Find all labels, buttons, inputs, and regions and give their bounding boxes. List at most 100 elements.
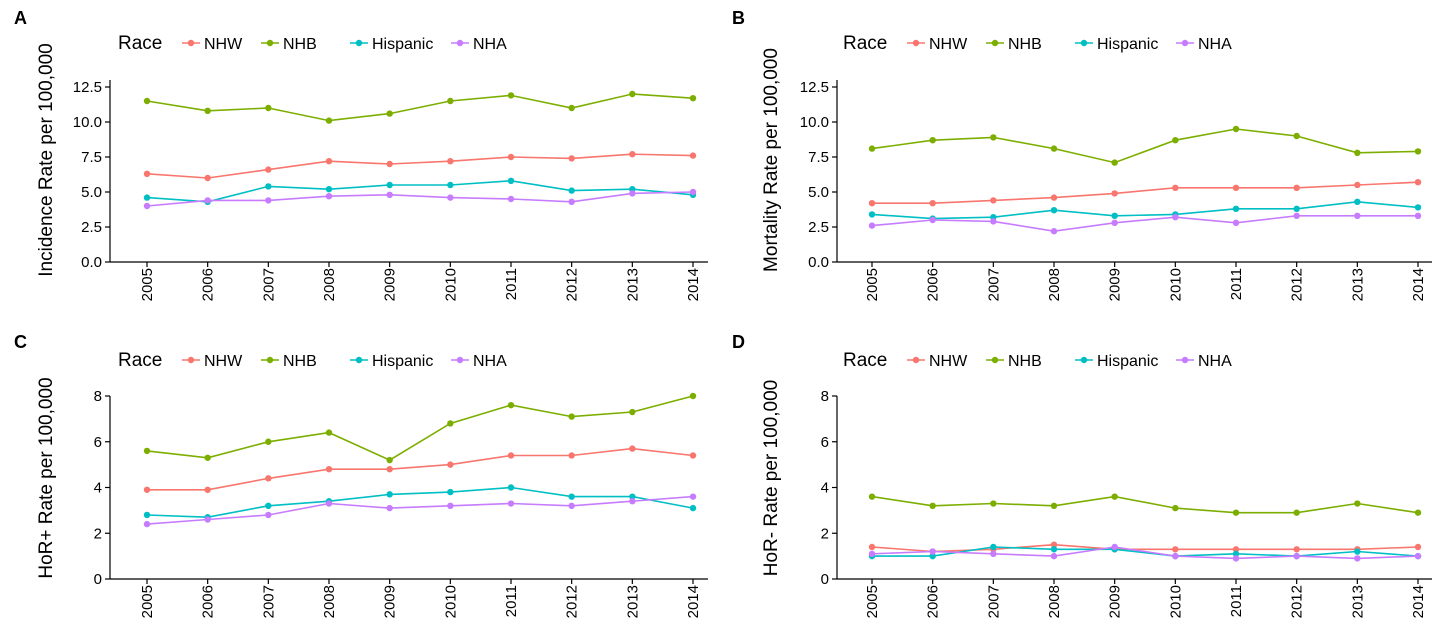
data-point: [929, 200, 936, 207]
data-point: [1232, 509, 1240, 516]
legend-item-nha: NHA: [451, 353, 507, 370]
data-point: [1414, 148, 1422, 155]
legend-key-point: [1080, 356, 1088, 364]
legend-key-point: [1080, 39, 1088, 47]
data-point: [265, 475, 272, 482]
data-point: [204, 516, 211, 523]
x-tick-label: 2013: [1349, 268, 1366, 301]
data-point: [1414, 179, 1422, 186]
y-tick-label: 10.0: [800, 114, 829, 131]
x-tick-label: 2013: [624, 268, 641, 301]
data-point: [325, 193, 333, 200]
data-point: [1232, 125, 1240, 133]
data-point: [568, 413, 575, 420]
data-point: [629, 493, 636, 500]
legend-item-nhb: NHB: [261, 36, 317, 53]
data-point: [1172, 546, 1179, 553]
data-point: [868, 211, 876, 218]
data-point: [1050, 502, 1058, 509]
data-point: [447, 488, 454, 496]
y-tick-label: 6: [94, 434, 102, 451]
data-point: [143, 170, 151, 177]
panel-letter: B: [732, 8, 745, 28]
x-tick-label: 2009: [382, 268, 399, 301]
data-point: [629, 90, 636, 98]
series-line: [871, 543, 1419, 553]
data-point: [1354, 149, 1361, 156]
data-point: [386, 181, 393, 189]
legend-label: NHA: [1198, 36, 1232, 53]
panel-c: C Race NHW NHB Hispanic NHA 0 2 4 6 8 2005 2006 2007 2…: [14, 332, 708, 618]
legend-item-hispanic: Hispanic: [350, 36, 433, 53]
legend-label: NHB: [1008, 36, 1042, 53]
y-tick-label: 0: [821, 571, 829, 588]
x-tick-label: 2007: [985, 268, 1002, 301]
x-tick-label: 2012: [1289, 585, 1306, 618]
x-tick-label: 2005: [139, 585, 156, 618]
data-point: [1414, 509, 1422, 516]
series-line: [871, 546, 1419, 560]
legend-label: NHA: [473, 36, 507, 53]
data-point: [868, 493, 876, 500]
x-tick-label: 2007: [260, 585, 277, 618]
series-nha: [143, 188, 697, 210]
y-tick-label: 4: [821, 480, 829, 497]
legend-item-nhw: NHW: [907, 353, 968, 370]
data-point: [1232, 205, 1240, 212]
data-point: [325, 186, 333, 193]
legend-key-point: [355, 39, 363, 47]
data-point: [629, 498, 636, 505]
series-line: [146, 486, 694, 519]
data-point: [447, 181, 454, 189]
x-tick-label: 2008: [321, 585, 338, 618]
data-point: [689, 504, 697, 512]
data-point: [507, 452, 515, 459]
legend-label: Hispanic: [372, 36, 433, 53]
data-point: [1050, 546, 1058, 553]
legend-key-point: [1181, 356, 1189, 364]
legend-item-nhw: NHW: [182, 36, 243, 53]
data-point: [507, 153, 515, 161]
y-tick-label: 0.0: [81, 254, 102, 271]
data-point: [143, 97, 151, 105]
legend-label: NHW: [204, 353, 243, 370]
data-point: [1354, 555, 1361, 562]
series-nha: [868, 543, 1422, 562]
data-point: [629, 190, 636, 197]
data-point: [568, 198, 575, 205]
data-point: [447, 502, 454, 509]
legend-label: Hispanic: [1097, 36, 1158, 53]
data-point: [325, 158, 333, 165]
x-tick-label: 2009: [1107, 268, 1124, 301]
y-tick-label: 2.5: [808, 219, 829, 236]
data-point: [1293, 509, 1300, 516]
data-point: [265, 104, 272, 112]
legend-title: Race: [843, 350, 887, 371]
x-tick-label: 2011: [1228, 585, 1245, 617]
legend-label: NHA: [1198, 353, 1232, 370]
data-point: [143, 511, 151, 519]
data-point: [1111, 543, 1118, 551]
data-point: [1354, 212, 1361, 219]
legend-item-nhw: NHW: [907, 36, 968, 53]
x-tick-label: 2012: [564, 268, 581, 301]
data-point: [1293, 184, 1300, 191]
data-point: [265, 183, 272, 190]
x-tick-label: 2009: [382, 585, 399, 618]
data-point: [1293, 212, 1300, 219]
y-tick-label: 0.0: [808, 254, 829, 271]
legend-key-point: [266, 356, 274, 364]
panel-letter: D: [732, 332, 745, 352]
panel-letter: A: [14, 8, 27, 28]
data-point: [1172, 552, 1179, 560]
x-tick-label: 2006: [200, 585, 217, 618]
y-tick-label: 4: [94, 480, 102, 497]
data-point: [265, 502, 272, 509]
panel-letter: C: [14, 332, 27, 352]
data-point: [265, 511, 272, 519]
data-point: [990, 500, 997, 507]
series-line: [146, 395, 694, 462]
data-point: [990, 134, 997, 141]
legend-item-hispanic: Hispanic: [350, 353, 433, 370]
data-point: [447, 194, 454, 201]
